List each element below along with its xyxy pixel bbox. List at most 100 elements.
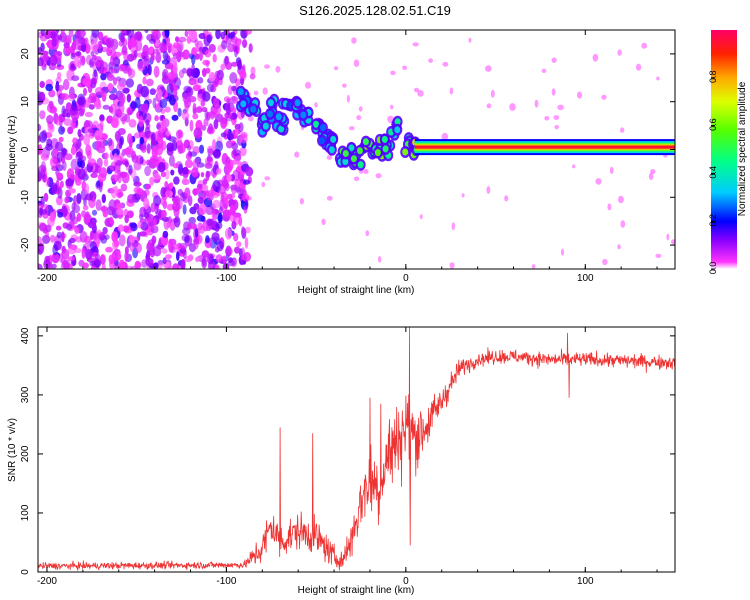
- heatmap-band-cell: [414, 145, 675, 149]
- heatmap-noise-cell: [231, 220, 237, 230]
- heatmap-noise-cell: [87, 158, 97, 166]
- heatmap-noise-cell: [184, 101, 189, 113]
- heatmap-noise-cell: [139, 231, 147, 237]
- heatmap-noise-cell: [54, 148, 58, 156]
- heatmap-noise-cell: [121, 45, 128, 54]
- heatmap-noise-cell: [81, 55, 85, 64]
- heatmap-noise-cell: [486, 186, 491, 194]
- heatmap-noise-cell: [230, 204, 236, 214]
- heatmap-noise-cell: [118, 259, 126, 269]
- heatmap-noise-cell: [170, 245, 176, 254]
- heatmap-noise-cell: [45, 224, 52, 233]
- heatmap-noise-cell: [70, 63, 76, 69]
- heatmap-noise-cell: [49, 54, 58, 66]
- heatmap-noise-cell: [68, 244, 77, 255]
- heatmap-noise-cell: [149, 88, 156, 96]
- heatmap-noise-cell: [304, 81, 312, 89]
- heatmap-noise-cell: [228, 199, 236, 207]
- heatmap-noise-cell: [237, 161, 243, 172]
- heatmap-noise-cell: [117, 83, 126, 91]
- heatmap-ridge-cell: [328, 146, 335, 154]
- heatmap-noise-cell: [134, 242, 142, 254]
- heatmap-noise-cell: [64, 153, 73, 161]
- heatmap-noise-cell: [128, 235, 136, 244]
- heatmap-noise-cell: [222, 209, 231, 217]
- heatmap-noise-cell: [152, 97, 157, 109]
- heatmap-noise-cell: [173, 62, 178, 75]
- heatmap-noise-cell: [245, 30, 252, 35]
- heatmap-noise-cell: [92, 70, 99, 82]
- heatmap-noise-cell: [58, 125, 65, 135]
- heatmap-noise-cell: [109, 260, 115, 269]
- heatmap-noise-cell: [187, 222, 192, 230]
- heatmap-noise-cell: [95, 60, 101, 68]
- heatmap-noise-cell: [60, 93, 69, 101]
- heatmap-noise-cell: [82, 204, 89, 211]
- heatmap-noise-cell: [162, 257, 167, 265]
- heatmap-noise-cell: [121, 172, 130, 184]
- heatmap-noise-cell: [120, 152, 124, 163]
- colorbar-label: Normalized spectral amplitude: [737, 81, 748, 216]
- heatmap-noise-cell: [145, 78, 154, 87]
- heatmap-noise-cell: [217, 212, 223, 224]
- heatmap-noise-cell: [166, 185, 171, 197]
- heatmap-noise-cell: [80, 38, 87, 45]
- heatmap-noise-cell: [169, 238, 177, 246]
- heatmap-noise-cell: [123, 53, 129, 61]
- heatmap-noise-cell: [461, 193, 465, 198]
- heatmap-noise-cell: [349, 126, 355, 131]
- heatmap-noise-cell: [170, 169, 175, 176]
- snr-xtick-label: 0: [403, 576, 409, 587]
- heatmap-noise-cell: [220, 193, 225, 203]
- heatmap-noise-cell: [189, 119, 194, 132]
- heatmap-noise-cell: [38, 131, 48, 143]
- heatmap-noise-cell: [261, 181, 266, 188]
- heatmap-ridge-cell: [350, 155, 357, 163]
- heatmap-noise-cell: [120, 32, 125, 43]
- heatmap-noise-cell: [553, 115, 560, 120]
- heatmap-noise-cell: [48, 100, 54, 110]
- heatmap-noise-cell: [655, 253, 662, 258]
- heatmap-noise-cell: [96, 157, 103, 169]
- heatmap-noise-cell: [125, 78, 134, 88]
- heatmap-noise-cell: [641, 42, 648, 49]
- heatmap-noise-cell: [113, 239, 120, 248]
- heatmap-noise-cell: [77, 129, 82, 138]
- heatmap-noise-cell: [177, 144, 184, 155]
- heatmap-noise-cell: [169, 79, 174, 91]
- heatmap-noise-cell: [75, 151, 83, 162]
- heatmap-noise-cell: [150, 139, 157, 146]
- heatmap-noise-cell: [242, 39, 248, 48]
- heatmap-noise-cell: [137, 221, 143, 229]
- heatmap-noise-cell: [120, 183, 128, 192]
- heatmap-noise-cell: [172, 163, 179, 169]
- heatmap-noise-cell: [117, 172, 122, 184]
- heatmap-noise-cell: [141, 103, 149, 114]
- heatmap-noise-cell: [194, 106, 203, 113]
- heatmap-noise-cell: [89, 230, 94, 241]
- heatmap-noise-cell: [232, 149, 241, 157]
- heatmap-noise-cell: [245, 166, 254, 177]
- heatmap-ytick-label: 10: [20, 96, 31, 108]
- heatmap-ridge-cell: [394, 126, 401, 134]
- heatmap-noise-cell: [617, 244, 621, 250]
- heatmap-noise-cell: [108, 93, 118, 101]
- heatmap-noise-cell: [238, 122, 244, 133]
- heatmap-noise-cell: [105, 37, 115, 48]
- heatmap-noise-cell: [99, 114, 105, 122]
- heatmap-noise-cell: [139, 137, 145, 145]
- heatmap-noise-cell: [241, 64, 246, 71]
- heatmap-noise-cell: [239, 70, 247, 79]
- heatmap-noise-cell: [174, 195, 181, 206]
- heatmap-noise-cell: [49, 234, 56, 243]
- heatmap-noise-cell: [264, 176, 271, 181]
- heatmap-noise-cell: [51, 252, 60, 264]
- heatmap-noise-cell: [84, 111, 93, 118]
- heatmap-cells: [38, 30, 675, 269]
- heatmap-noise-cell: [365, 230, 370, 237]
- heatmap-noise-cell: [144, 30, 149, 34]
- heatmap-ridge-cell: [313, 120, 320, 128]
- colorbar-scale: [711, 30, 737, 269]
- heatmap-noise-cell: [46, 114, 54, 125]
